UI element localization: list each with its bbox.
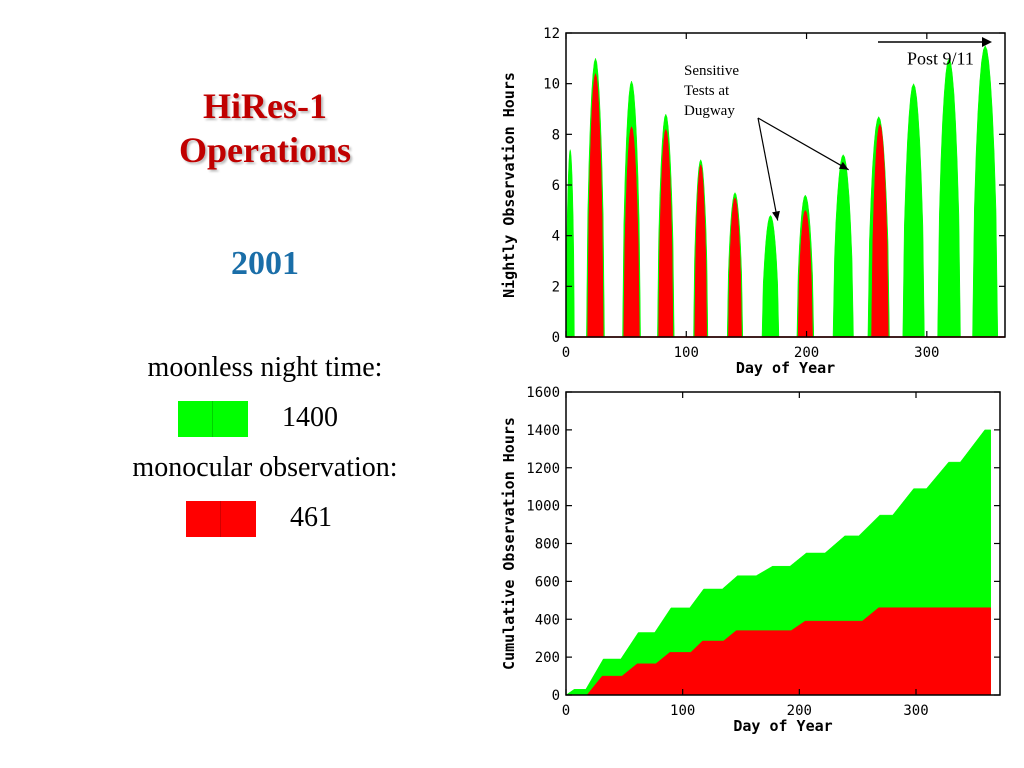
x-tick-label: 300 — [914, 345, 939, 361]
y-tick-label: 1200 — [526, 461, 560, 477]
monocular-hump — [728, 197, 742, 338]
monocular-hump — [623, 126, 640, 338]
y-tick-label: 10 — [543, 77, 560, 93]
slide-title: HiRes-1 Operations — [100, 84, 430, 172]
moonless-hump — [565, 149, 575, 338]
annotation-dugway-line: Sensitive — [684, 63, 739, 79]
y-tick-label: 6 — [552, 178, 560, 194]
monocular-hump — [871, 123, 889, 338]
y-axis-title: Nightly Observation Hours — [500, 72, 518, 298]
monocular-hump — [658, 128, 674, 338]
y-tick-label: 12 — [543, 26, 560, 42]
x-tick-label: 200 — [794, 345, 819, 361]
swatch-divider — [220, 501, 221, 537]
x-tick-label: 300 — [903, 703, 928, 719]
moonless-hump — [937, 57, 961, 338]
dugway-arrow-line — [757, 117, 849, 171]
title-line-2: Operations — [178, 130, 351, 170]
cumulative-hours-chart: 0 100 200 300 0 200 400 600 800 1000 1200 1400 1600 D… — [500, 385, 1001, 735]
annotation-dugway-line: Dugway — [684, 103, 735, 119]
x-axis-title: Day of Year — [733, 717, 832, 735]
title-line-1: HiRes-1 — [203, 86, 327, 126]
dugway-arrow-head — [772, 210, 780, 221]
y-tick-label: 400 — [535, 612, 560, 628]
y-tick-label: 600 — [535, 574, 560, 590]
monocular-hump — [587, 72, 604, 338]
y-axis-title: Cumulative Observation Hours — [500, 417, 518, 670]
y-tick-label: 800 — [535, 537, 560, 553]
monocular-hump — [694, 163, 707, 338]
annotation-dugway-line: Tests at — [684, 83, 730, 99]
moonless-label: moonless night time: — [147, 352, 383, 383]
series-monocular — [587, 72, 889, 338]
dugway-arrow-line — [757, 117, 779, 221]
moonless-hump — [902, 83, 925, 338]
moonless-value: 1400 — [282, 402, 338, 433]
y-tick-label: 2 — [552, 279, 560, 295]
mono-value: 461 — [290, 502, 332, 533]
swatch-divider — [212, 401, 213, 437]
x-axis-title: Day of Year — [736, 359, 835, 377]
x-tick-label: 200 — [787, 703, 812, 719]
monocular-hump — [797, 209, 813, 338]
moonless-hump — [761, 214, 780, 338]
y-tick-label: 0 — [552, 330, 560, 346]
x-tick-label: 0 — [562, 703, 570, 719]
year-label: 2001 — [231, 245, 299, 282]
y-tick-label: 1400 — [526, 423, 560, 439]
y-tick-label: 200 — [535, 650, 560, 666]
post-911-arrow-head — [982, 37, 992, 47]
moonless-hump — [972, 45, 999, 338]
dugway-arrow-head — [838, 161, 849, 170]
nightly-hours-chart: 0 100 200 300 0 2 4 6 8 10 12 Day of Year Nightly Ob… — [500, 26, 1006, 377]
y-tick-label: 1000 — [526, 499, 560, 515]
y-tick-label: 8 — [552, 127, 560, 143]
x-tick-label: 100 — [670, 703, 695, 719]
y-tick-label: 4 — [552, 229, 560, 245]
x-tick-label: 100 — [674, 345, 699, 361]
annotation-dugway: Sensitive Tests at Dugway — [684, 63, 849, 221]
moonless-hump — [832, 154, 854, 338]
mono-label: monocular observation: — [132, 452, 398, 483]
x-tick-label: 0 — [562, 345, 570, 361]
mono-swatch — [186, 501, 256, 537]
moonless-swatch — [178, 401, 248, 437]
monocular-cumulative-area — [566, 607, 991, 696]
y-tick-label: 0 — [552, 688, 560, 704]
y-tick-label: 1600 — [526, 385, 560, 401]
annotation-post-911: Post 9/11 — [907, 48, 974, 68]
